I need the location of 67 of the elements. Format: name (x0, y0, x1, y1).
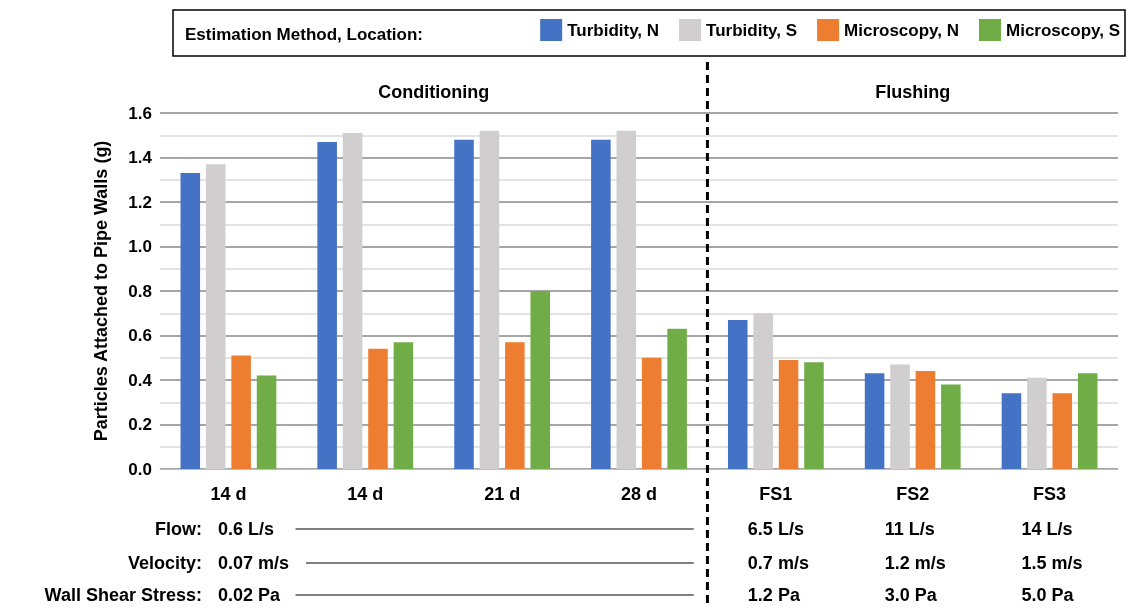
text: Flow: (155, 519, 202, 539)
text: 0.02 Pa (218, 585, 282, 605)
bar (530, 291, 551, 469)
y-tick-label: 0.0 (128, 459, 152, 479)
x-tick-label: 28 d (620, 484, 658, 504)
text: 6.5 L/s (747, 519, 804, 539)
y-tick-label: 1.2 (128, 192, 152, 212)
bar (479, 130, 500, 469)
y-tick-label: 0.2 (128, 415, 152, 434)
bar (231, 355, 251, 469)
bar (256, 375, 277, 469)
text: Wall Shear Stress: (44, 585, 202, 605)
bar (804, 362, 824, 469)
bar (753, 313, 773, 469)
text: 1.5 m/s (1021, 553, 1083, 573)
bar (454, 139, 474, 469)
bar (505, 342, 525, 469)
bar (864, 373, 885, 469)
x-tick-label: 21 d (484, 484, 521, 504)
bar (915, 371, 936, 469)
bar (1077, 373, 1098, 469)
legend-label: Microscopy, N (844, 20, 960, 40)
x-tick-label: FS1 (759, 484, 793, 504)
bar (616, 130, 637, 469)
bar (368, 348, 388, 469)
text: Velocity: (127, 553, 202, 573)
text: 0.07 m/s (218, 553, 290, 573)
bar (393, 342, 414, 469)
text: 11 L/s (884, 519, 935, 539)
bar (727, 319, 748, 469)
x-tick-label: FS3 (1033, 484, 1067, 504)
bar (317, 141, 337, 469)
bar (1052, 393, 1073, 469)
text: 1.2 m/s (884, 553, 946, 573)
bar (1027, 377, 1047, 469)
text: Conditioning (378, 82, 490, 102)
bar (1001, 393, 1022, 469)
x-tick-label: FS2 (896, 484, 930, 504)
y-tick-label: 0.6 (128, 326, 152, 345)
bar (205, 164, 226, 469)
y-tick-label: 0.8 (128, 281, 152, 301)
y-axis-title: Particles Attached to Pipe Walls (g) (91, 140, 111, 442)
text: 0.6 L/s (218, 519, 275, 539)
y-tick-label: 0.4 (128, 370, 153, 390)
legend-label: Microscopy, S (1006, 20, 1121, 40)
legend-label: Turbidity, S (706, 20, 798, 40)
bar (591, 139, 611, 469)
y-tick-label: 1.0 (128, 237, 152, 256)
y-tick-label: 1.6 (128, 103, 152, 123)
text: 1.2 Pa (747, 585, 801, 605)
bar (180, 173, 201, 469)
bar (641, 357, 662, 469)
bar (941, 384, 961, 469)
y-tick-label: 1.4 (128, 148, 153, 167)
legend-title: Estimation Method, Location: (185, 24, 423, 44)
legend-label: Turbidity, N (567, 20, 660, 40)
bar (342, 133, 363, 469)
text: 0.7 m/s (747, 553, 809, 573)
text: Flushing (875, 82, 951, 102)
text: 14 L/s (1021, 519, 1073, 539)
x-tick-label: 14 d (210, 484, 247, 504)
bar (778, 359, 799, 469)
text: 5.0 Pa (1021, 585, 1075, 605)
bar (667, 328, 687, 469)
x-tick-label: 14 d (347, 484, 384, 504)
bar (890, 364, 910, 469)
text: 3.0 Pa (884, 585, 938, 605)
